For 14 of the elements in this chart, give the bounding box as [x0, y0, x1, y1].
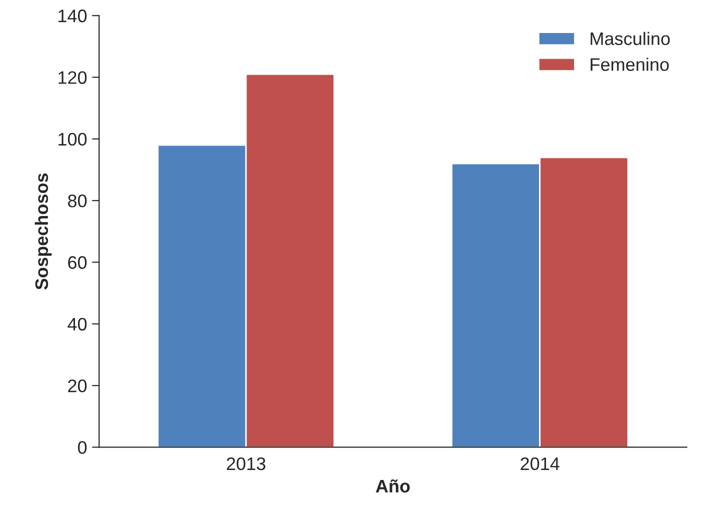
y-tick-label: 20	[68, 379, 87, 392]
y-tick-label: 40	[68, 318, 87, 331]
y-tick-label: 140	[58, 10, 87, 22]
y-tick-label: 80	[68, 194, 87, 208]
y-axis-title: Sospechosos	[34, 173, 52, 290]
x-tick-label: 2014	[520, 457, 560, 470]
y-tick-label: 60	[68, 256, 87, 269]
y-tick-label: 100	[58, 132, 87, 146]
legend-label: Femenino	[590, 58, 669, 71]
y-tick-label: 0	[78, 441, 87, 454]
legend-label: Masculino	[590, 32, 670, 46]
y-tick-label: 120	[58, 71, 87, 84]
x-axis-title: Año	[376, 479, 410, 493]
x-tick-label: 2013	[226, 457, 266, 470]
